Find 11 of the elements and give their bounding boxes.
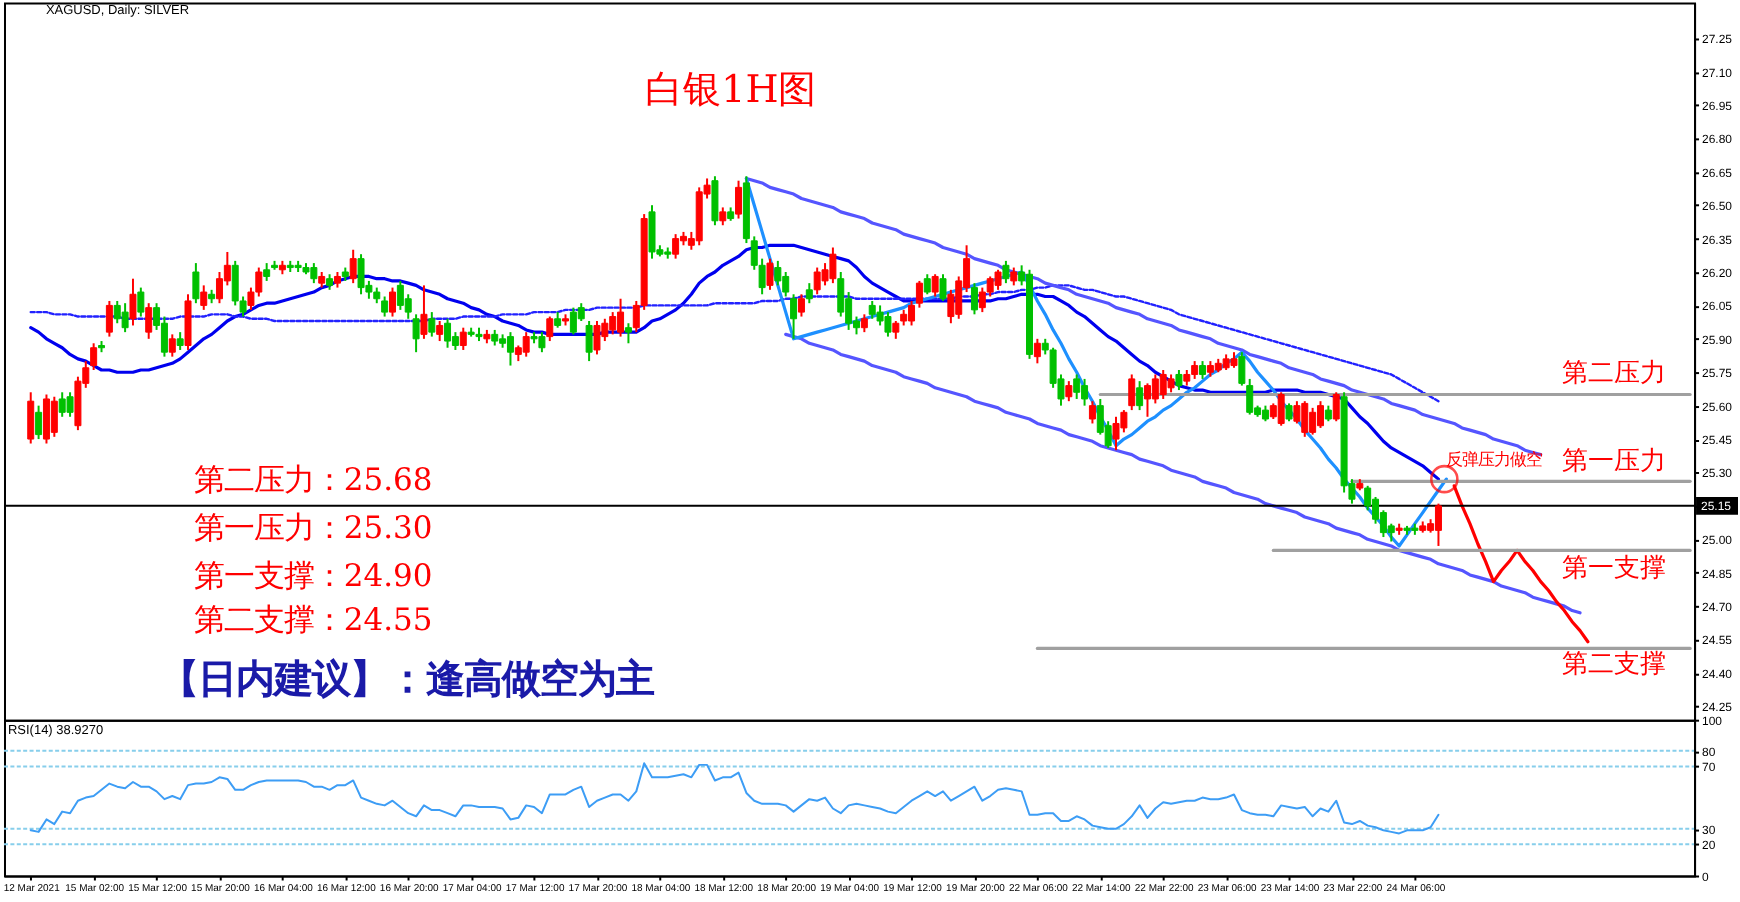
annotation: 【日内建议】：逢高做空为主 (159, 655, 654, 702)
annotation: 反弹压力做空 (1446, 451, 1543, 472)
annotation: 第一压力：25.30 (193, 509, 433, 546)
series-label: 第一支撑 (1562, 554, 1667, 585)
annotation: 第二压力：25.68 (193, 461, 433, 498)
series-label: 第二支撑 (1562, 650, 1667, 681)
annotation: 第二支撑：24.55 (193, 601, 433, 638)
series-label: 第二压力 (1562, 358, 1667, 389)
annotation: 第一支撑：24.90 (193, 557, 433, 594)
text: 白银1H图 (645, 68, 817, 113)
series-label: 第一压力 (1562, 447, 1667, 478)
